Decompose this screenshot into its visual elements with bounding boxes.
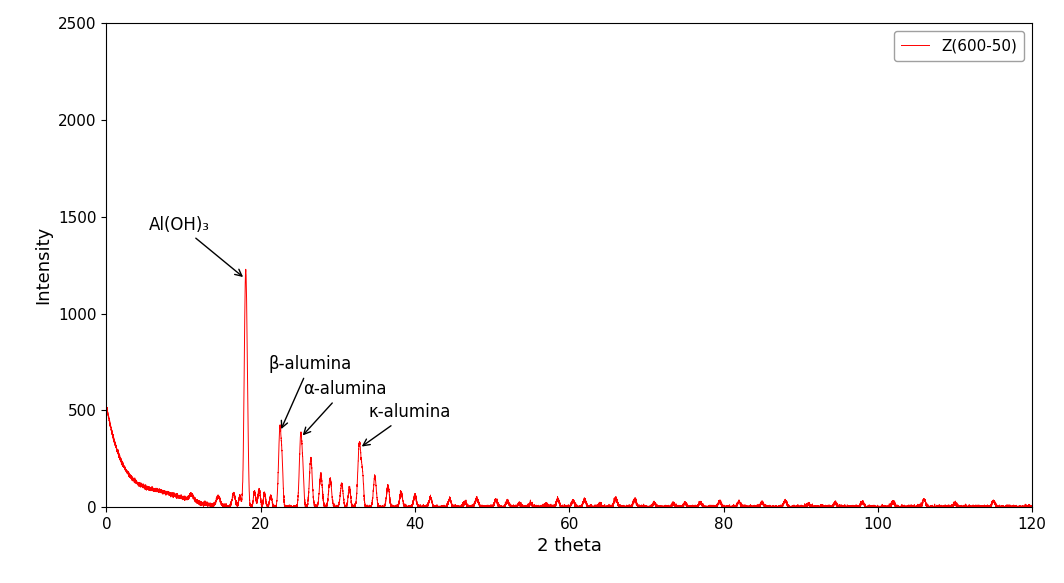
Z(600-50) (239, 266, 252, 273)
Z(600-50) (206, 504, 219, 511)
Legend: Z(600-50): Z(600-50) (894, 31, 1025, 61)
Z(600-50) (100, 404, 113, 411)
Z(600-50) (1013, 503, 1026, 510)
Line: Z(600-50): Z(600-50) (106, 269, 1032, 507)
Text: β-alumina: β-alumina (268, 355, 351, 428)
Z(600-50) (691, 503, 703, 510)
Z(600-50) (904, 503, 917, 510)
Z(600-50) (930, 504, 943, 511)
Z(600-50) (1026, 504, 1038, 511)
Text: κ-alumina: κ-alumina (363, 403, 451, 445)
Text: α-alumina: α-alumina (303, 380, 386, 434)
X-axis label: 2 theta: 2 theta (537, 538, 601, 556)
Text: Al(OH)₃: Al(OH)₃ (149, 216, 242, 276)
Z(600-50) (516, 504, 529, 511)
Y-axis label: Intensity: Intensity (35, 226, 52, 304)
Z(600-50) (1024, 503, 1036, 510)
